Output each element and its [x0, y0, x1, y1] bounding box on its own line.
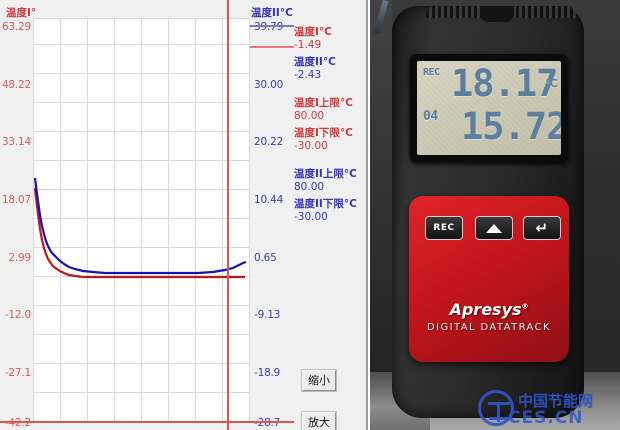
y-tick-right: 0.65	[254, 252, 277, 264]
plot-area[interactable]	[33, 18, 250, 422]
y-tick-right: 39.79	[254, 21, 284, 33]
brand-text: Apresys	[449, 300, 522, 319]
gridline-v	[249, 18, 250, 422]
device-lanyard-loop	[480, 6, 514, 22]
y-axis-right: 39.79 30.00 20.22 10.44 0.65 -9.13 -18.9…	[254, 0, 294, 430]
y-axis-left: 63.29 48.22 33.14 18.07 2.99 -12.0 -27.1…	[0, 0, 31, 430]
readout-value: -1.49	[294, 39, 322, 51]
lcd-texture	[417, 61, 561, 155]
data-curves	[33, 177, 247, 279]
readout-value: 80.00	[294, 110, 325, 122]
photo-background-strip	[370, 0, 392, 430]
readout-value: -2.43	[294, 69, 322, 81]
y-tick-left: 33.14	[1, 136, 31, 148]
zoom-out-button[interactable]: 缩小	[301, 369, 337, 392]
lcd-primary-value: 18.17	[451, 62, 558, 105]
readout-label: 温度II°C	[294, 56, 336, 68]
device-keypad: REC ↵ Apresys® DIGITAL DATATRACK	[409, 196, 569, 362]
brand-subtitle: DIGITAL DATATRACK	[427, 322, 551, 333]
lcd-rec-indicator: REC	[423, 67, 440, 78]
y-tick-left: 63.29	[1, 21, 31, 33]
limit-line-lower	[0, 421, 294, 423]
readout-spacer	[294, 157, 366, 168]
y-tick-right: -28.7	[254, 417, 281, 429]
lcd-secondary-value: 15.72	[461, 105, 561, 148]
chart-axis-title-left: 温度I°	[6, 7, 37, 19]
watermark-text-en: CES.CN	[508, 408, 584, 428]
limit-line-upper-ii-extension	[250, 25, 294, 27]
device-photo-panel: REC 04 18.17 15.72 ℃ REC ↵ Apres	[370, 0, 620, 430]
y-tick-left: 48.22	[1, 79, 31, 91]
chart-axis-title-right: 温度II°C	[251, 7, 293, 19]
y-tick-left: -27.1	[4, 367, 31, 379]
y-tick-left: 18.07	[1, 194, 31, 206]
readout-label: 温度I下限°C	[294, 127, 353, 139]
watermark-logo-stem	[497, 402, 500, 422]
chevron-up-icon	[486, 223, 502, 233]
readout-item: 温度II°C -2.43	[294, 56, 366, 82]
enter-arrow-icon: ↵	[535, 218, 549, 237]
gridline-v	[114, 18, 115, 422]
brand-name: Apresys®	[409, 300, 569, 319]
y-tick-left: -42.2	[4, 417, 31, 429]
watermark-logo-icon	[478, 390, 514, 426]
y-tick-left: 2.99	[8, 252, 31, 264]
watermark-logo-base	[489, 417, 508, 420]
readout-label: 温度I上限°C	[294, 97, 353, 109]
readout-label: 温度II上限°C	[294, 168, 357, 180]
gridline-v	[33, 18, 34, 422]
y-tick-right: -18.9	[254, 367, 281, 379]
lcd-bezel: REC 04 18.17 15.72 ℃	[410, 54, 568, 162]
lcd-screen: REC 04 18.17 15.72 ℃	[417, 61, 561, 155]
cursor-line-bottom	[227, 422, 229, 430]
up-arrow-button[interactable]	[475, 216, 513, 240]
watermark: 中国节能网 CES.CN	[478, 388, 620, 430]
chart-panel: 温度I° 温度II°C 63.29 48.22 33.14 18.07 2.99…	[0, 0, 368, 430]
readout-spacer	[294, 86, 366, 97]
readout-item: 温度I上限°C 80.00	[294, 97, 366, 123]
rec-button-label: REC	[433, 223, 455, 233]
readout-item: 温度II下限°C -30.00	[294, 198, 366, 224]
series-temp-i-line	[33, 177, 247, 275]
lcd-channel-label: 04	[423, 109, 438, 124]
cursor-line-top	[227, 0, 229, 18]
rec-button[interactable]: REC	[425, 216, 463, 240]
readout-label: 温度I°C	[294, 26, 332, 38]
registered-mark-icon: ®	[521, 302, 529, 311]
watermark-text-cn: 中国节能网	[518, 392, 594, 410]
cursor-line[interactable]	[227, 18, 229, 422]
gridline-v	[60, 18, 61, 422]
y-tick-left: -12.0	[4, 309, 31, 321]
readout-item: 温度I下限°C -30.00	[294, 127, 366, 153]
enter-button[interactable]: ↵	[523, 216, 561, 240]
zoom-in-button[interactable]: 放大	[301, 411, 337, 430]
y-tick-right: 30.00	[254, 79, 284, 91]
y-tick-right: 20.22	[254, 136, 284, 148]
readout-value: -30.00	[294, 211, 328, 223]
readout-item: 温度II上限°C 80.00	[294, 168, 366, 194]
gridline-v	[141, 18, 142, 422]
datalogger-device: REC 04 18.17 15.72 ℃ REC ↵ Apres	[392, 6, 584, 418]
y-tick-right: -9.13	[254, 309, 281, 321]
limit-line-upper-i-extension	[250, 46, 294, 48]
series-temp-ii-line	[33, 187, 245, 279]
y-tick-right: 10.44	[254, 194, 284, 206]
gridline-v	[195, 18, 196, 422]
gridline-v	[87, 18, 88, 422]
gridline-v	[168, 18, 169, 422]
readout-value: -30.00	[294, 140, 328, 152]
lcd-unit-celsius: ℃	[545, 77, 558, 90]
readout-value: 80.00	[294, 181, 325, 193]
gridline-v	[222, 18, 223, 422]
readout-item: 温度I°C -1.49	[294, 26, 366, 52]
readout-label: 温度II下限°C	[294, 198, 357, 210]
readout-list: 温度I°C -1.49 温度II°C -2.43 温度I上限°C 80.00 温…	[294, 26, 366, 228]
